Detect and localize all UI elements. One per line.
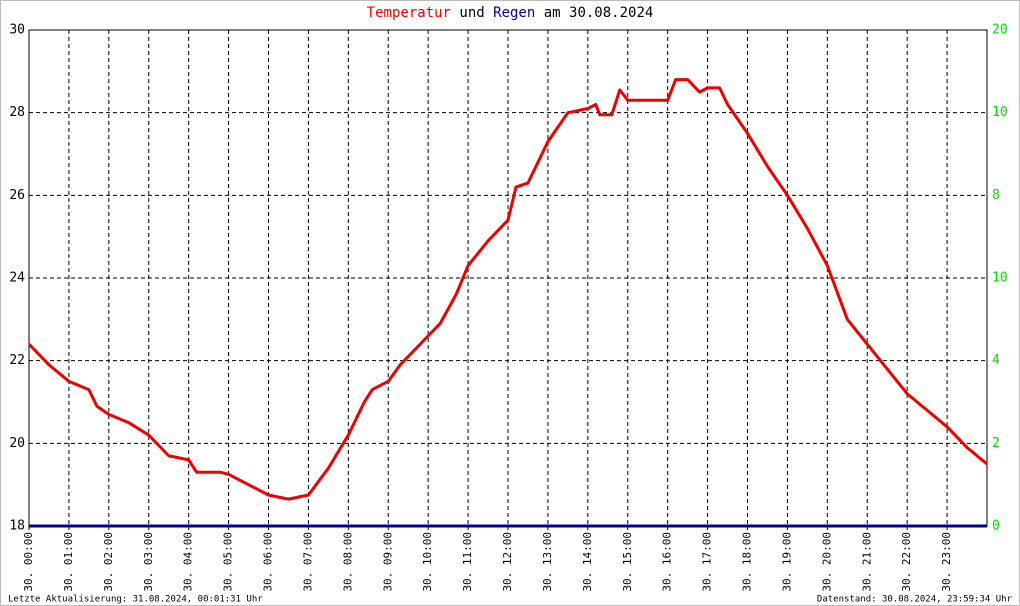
footer-left: Letzte Aktualisierung: 31.08.2024, 00:01… bbox=[8, 595, 263, 605]
title-rain: Regen bbox=[493, 5, 535, 21]
y2-tick-label: 0 bbox=[992, 519, 1000, 534]
x-tick-label: 30. 08:00 bbox=[341, 532, 354, 592]
y2-tick-label: 20 bbox=[992, 23, 1008, 38]
x-tick-label: 30. 16:00 bbox=[661, 532, 674, 592]
x-tick-label: 30. 17:00 bbox=[701, 532, 714, 592]
y2-tick-label: 10 bbox=[992, 271, 1008, 286]
x-tick-label: 30. 03:00 bbox=[142, 532, 155, 592]
x-tick-label: 30. 20:00 bbox=[820, 532, 833, 592]
x-tick-label: 30. 10:00 bbox=[421, 532, 434, 592]
title-temp: Temperatur bbox=[367, 5, 451, 21]
y-tick-label: 26 bbox=[9, 188, 25, 203]
y2-tick-label: 10 bbox=[992, 105, 1008, 120]
x-tick-label: 30. 18:00 bbox=[741, 532, 754, 592]
x-tick-label: 30. 09:00 bbox=[381, 532, 394, 592]
x-tick-label: 30. 01:00 bbox=[62, 532, 75, 592]
x-tick-label: 30. 02:00 bbox=[102, 532, 115, 592]
footer-right: Datenstand: 30.08.2024, 23:59:34 Uhr bbox=[817, 595, 1013, 605]
series-line bbox=[27, 78, 988, 501]
x-tick-label: 30. 13:00 bbox=[541, 532, 554, 592]
chart-title: Temperatur und Regen am 30.08.2024 bbox=[367, 5, 654, 21]
y-tick-label: 18 bbox=[9, 519, 25, 534]
y-tick-label: 20 bbox=[9, 436, 25, 451]
x-tick-label: 30. 11:00 bbox=[461, 532, 474, 592]
x-tick-label: 30. 23:00 bbox=[940, 532, 953, 592]
y2-tick-label: 4 bbox=[992, 353, 1000, 368]
y-tick-label: 28 bbox=[9, 105, 25, 120]
x-tick-label: 30. 04:00 bbox=[182, 532, 195, 592]
y-tick-label: 30 bbox=[9, 23, 25, 38]
y-tick-label: 24 bbox=[9, 271, 25, 286]
x-tick-label: 30. 14:00 bbox=[581, 532, 594, 592]
x-tick-label: 30. 07:00 bbox=[301, 532, 314, 592]
y2-tick-label: 2 bbox=[992, 436, 1000, 451]
x-tick-label: 30. 15:00 bbox=[621, 532, 634, 592]
x-tick-label: 30. 12:00 bbox=[501, 532, 514, 592]
x-tick-label: 30. 05:00 bbox=[222, 532, 235, 592]
x-tick-label: 30. 21:00 bbox=[860, 532, 873, 592]
title-und: und bbox=[459, 5, 484, 21]
x-tick-label: 30. 19:00 bbox=[780, 532, 793, 592]
x-tick-label: 30. 00:00 bbox=[22, 532, 35, 592]
y2-tick-label: 8 bbox=[992, 188, 1000, 203]
x-tick-label: 30. 22:00 bbox=[900, 532, 913, 592]
title-date: am 30.08.2024 bbox=[544, 5, 654, 21]
y-tick-label: 22 bbox=[9, 353, 25, 368]
x-tick-label: 30. 06:00 bbox=[262, 532, 275, 592]
